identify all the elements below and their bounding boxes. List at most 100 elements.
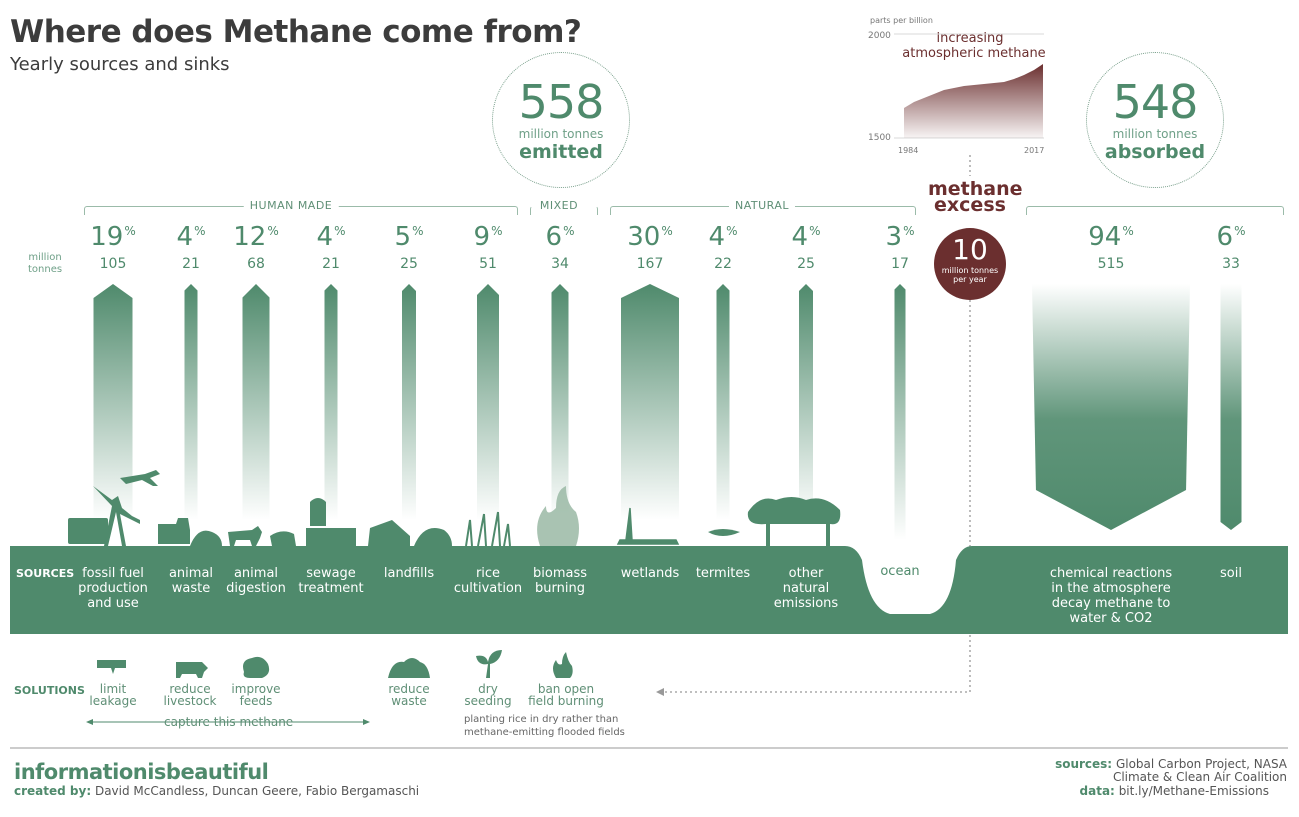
excess-value: 10 <box>952 233 988 266</box>
source-value-8: 22 <box>714 256 732 272</box>
source-arrow-3 <box>324 284 338 520</box>
created-by-label: created by: <box>14 784 92 798</box>
sink-arrow-1 <box>1220 284 1242 530</box>
solution-label-3: reduce waste <box>388 682 430 708</box>
solution-label-0: limit leakage <box>89 682 137 708</box>
sewage-plant-icon <box>306 498 356 546</box>
rice-note: planting rice in dry rather than methane… <box>464 713 625 739</box>
feed-icon <box>243 656 270 678</box>
million-tonnes-row-label: million tonnes <box>28 252 62 276</box>
source-value-6: 34 <box>551 256 569 272</box>
solution-label-1: reduce livestock <box>163 682 217 708</box>
oil-pump-icon <box>93 486 140 546</box>
capture-arrow-right <box>363 719 370 725</box>
source-label-6: biomass burning <box>533 566 587 596</box>
mixed-bracket <box>530 206 598 215</box>
source-pct-0-value: 19 <box>90 222 124 252</box>
source-label-9: other natural emissions <box>773 566 839 611</box>
pig-icon <box>270 531 296 546</box>
solution-label-2: improve feeds <box>231 682 281 708</box>
inset-caption-1: increasing <box>937 31 1004 46</box>
mixed-label: MIXED <box>533 199 585 212</box>
fire-icon <box>537 486 579 546</box>
excess-circle: 10 million tonnes per year <box>934 228 1006 300</box>
source-arrow-8 <box>716 284 730 520</box>
inset-y-bottom: 1500 <box>868 133 891 143</box>
source-pct-2-unit: % <box>267 224 279 238</box>
source-value-3: 21 <box>322 256 340 272</box>
source-arrow-10 <box>894 284 906 540</box>
inset-caption-2: atmospheric methane <box>902 46 1045 61</box>
brand-logo: informationisbeautiful <box>14 760 269 784</box>
sink-pct-0-value: 94 <box>1088 222 1122 252</box>
source-arrow-7 <box>621 284 679 520</box>
source-arrow-4 <box>402 284 416 520</box>
source-pct-10-value: 3 <box>885 222 903 252</box>
solution-icons <box>97 650 573 678</box>
solution-label-5: ban open field burning <box>528 682 604 708</box>
sink-label-0: chemical reactions in the atmosphere dec… <box>1049 566 1173 626</box>
absorbed-label: absorbed <box>1104 141 1206 163</box>
source-pct-3: 4% <box>317 222 346 252</box>
natural-label: NATURAL <box>728 199 796 212</box>
wetland-reeds-icon <box>616 507 680 545</box>
methane-excess-title: methane excess <box>928 180 1023 215</box>
source-pct-6-unit: % <box>563 224 575 238</box>
excess-unit-1: million tonnes <box>941 266 999 275</box>
emitted-unit: million tonnes <box>518 127 604 141</box>
source-pct-9-value: 4 <box>791 222 809 252</box>
source-label-2: animal digestion <box>226 566 286 596</box>
source-label-4: landfills <box>383 566 435 581</box>
manure-pile-icon <box>190 530 222 546</box>
source-pct-4-unit: % <box>412 224 424 238</box>
inset-area <box>904 64 1043 138</box>
inset-ylabel: parts per billion <box>870 16 933 25</box>
source-pct-8: 4% <box>709 222 738 252</box>
sources-label: sources: <box>1055 757 1113 771</box>
source-label-1: animal waste <box>168 566 214 596</box>
ground-band <box>10 546 1288 634</box>
source-value-10: 17 <box>891 256 909 272</box>
landfill-icon <box>368 520 452 546</box>
data-line: data: bit.ly/Methane-Emissions <box>1080 784 1269 798</box>
cow-solution-icon <box>176 662 208 678</box>
source-pct-0-unit: % <box>124 224 136 238</box>
inset-methane-chart: parts per billion 2000 1500 increasing a… <box>868 16 1046 155</box>
source-label-7: wetlands <box>620 566 680 581</box>
source-arrow-5 <box>477 284 499 520</box>
inset-y-top: 2000 <box>868 31 891 41</box>
sink-value-1: 33 <box>1222 256 1240 272</box>
page-subtitle: Yearly sources and sinks <box>10 54 230 75</box>
created-by-names: David McCandless, Duncan Geere, Fabio Be… <box>94 784 420 798</box>
human-made-label: HUMAN MADE <box>243 199 339 212</box>
sink-pct-0: 94% <box>1088 222 1134 252</box>
source-arrow-6 <box>551 284 569 520</box>
source-pct-6: 6% <box>546 222 575 252</box>
source-pct-5-unit: % <box>491 224 503 238</box>
source-label-3: sewage treatment <box>298 566 364 596</box>
source-label-5: rice cultivation <box>453 566 523 596</box>
source-value-7: 167 <box>636 256 664 272</box>
truck-icon <box>68 518 108 544</box>
absorbed-unit: million tonnes <box>1112 127 1198 141</box>
source-arrow-0 <box>93 284 133 520</box>
source-pct-7: 30% <box>627 222 673 252</box>
source-value-0: 105 <box>99 256 127 272</box>
source-pct-8-unit: % <box>726 224 738 238</box>
source-arrow-1 <box>184 284 198 520</box>
rice-plants-icon <box>465 511 511 547</box>
source-label-0: fossil fuel production and use <box>78 566 148 611</box>
data-link[interactable]: bit.ly/Methane-Emissions <box>1118 784 1269 798</box>
source-pct-7-value: 30 <box>627 222 661 252</box>
sources-value-1: Global Carbon Project, NASA <box>1115 757 1287 771</box>
airplane-icon <box>120 470 160 486</box>
row-label-line1: million <box>28 252 62 263</box>
flame-icon <box>553 652 573 678</box>
absorbed-circle: 548 million tonnes absorbed <box>1086 52 1224 188</box>
ocean-wave-icon <box>869 549 951 555</box>
rice-note-line1: planting rice in dry rather than <box>464 714 619 725</box>
source-value-2: 68 <box>247 256 265 272</box>
page-title: Where does Methane come from? <box>10 14 582 50</box>
source-pct-4: 5% <box>395 222 424 252</box>
